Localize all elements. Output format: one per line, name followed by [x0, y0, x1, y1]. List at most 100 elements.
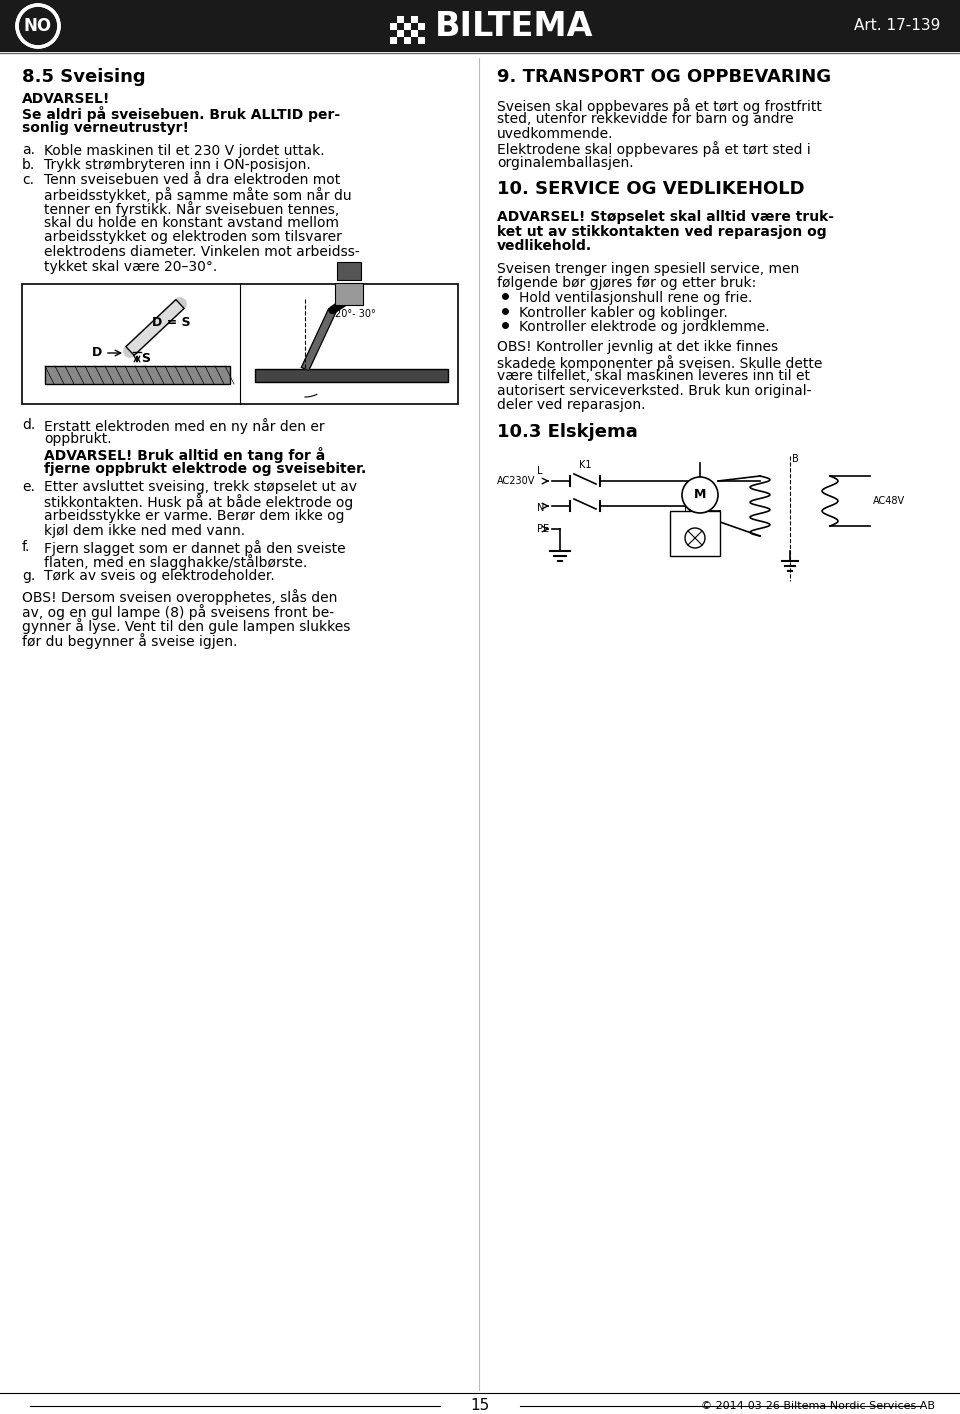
Text: sted, utenfor rekkevidde for barn og andre: sted, utenfor rekkevidde for barn og and… — [497, 113, 794, 126]
Text: vedlikehold.: vedlikehold. — [497, 239, 592, 253]
Text: NO: NO — [24, 17, 52, 35]
Text: Kontroller elektrode og jordklemme.: Kontroller elektrode og jordklemme. — [519, 320, 770, 334]
Bar — [411, 16, 418, 23]
Bar — [670, 510, 720, 556]
Bar — [411, 30, 418, 37]
Circle shape — [685, 527, 705, 549]
Text: ADVARSEL! Støpselet skal alltid være truk-: ADVARSEL! Støpselet skal alltid være tru… — [497, 211, 834, 225]
Text: f.: f. — [22, 540, 31, 554]
Text: ADVARSEL!: ADVARSEL! — [22, 92, 110, 106]
Text: gynner å lyse. Vent til den gule lampen slukkes: gynner å lyse. Vent til den gule lampen … — [22, 618, 350, 635]
Text: B: B — [792, 454, 799, 464]
Text: tykket skal være 20–30°.: tykket skal være 20–30°. — [44, 260, 217, 273]
Text: d.: d. — [22, 419, 36, 433]
Bar — [418, 16, 425, 23]
Bar — [397, 30, 404, 37]
Text: L: L — [537, 467, 542, 477]
Text: e.: e. — [22, 479, 35, 493]
Text: Sveisen skal oppbevares på et tørt og frostfritt: Sveisen skal oppbevares på et tørt og fr… — [497, 98, 822, 115]
Text: D = S: D = S — [152, 315, 191, 328]
Text: Erstatt elektroden med en ny når den er: Erstatt elektroden med en ny når den er — [44, 419, 324, 434]
Text: flaten, med en slagghakke/stålbørste.: flaten, med en slagghakke/stålbørste. — [44, 554, 307, 570]
Text: deler ved reparasjon.: deler ved reparasjon. — [497, 399, 645, 413]
Text: K1: K1 — [579, 460, 591, 469]
Text: Etter avsluttet sveising, trekk støpselet ut av: Etter avsluttet sveising, trekk støpsele… — [44, 479, 357, 493]
Bar — [418, 37, 425, 44]
Text: orginalemballasjen.: orginalemballasjen. — [497, 156, 634, 170]
Text: kjøl dem ikke ned med vann.: kjøl dem ikke ned med vann. — [44, 523, 245, 537]
Text: Kontroller kabler og koblinger.: Kontroller kabler og koblinger. — [519, 305, 728, 320]
Text: AC230V: AC230V — [497, 477, 536, 486]
Text: K2: K2 — [684, 503, 696, 513]
Bar — [404, 37, 411, 44]
Bar — [255, 369, 448, 382]
Text: 8.5 Sveising: 8.5 Sveising — [22, 68, 146, 86]
Bar — [390, 37, 397, 44]
Bar — [390, 30, 397, 37]
Text: 10. SERVICE OG VEDLIKEHOLD: 10. SERVICE OG VEDLIKEHOLD — [497, 181, 804, 198]
Text: autorisert serviceverksted. Bruk kun original-: autorisert serviceverksted. Bruk kun ori… — [497, 385, 811, 397]
Bar — [0, 0, 960, 52]
Bar — [404, 30, 411, 37]
Bar — [335, 283, 363, 305]
Text: Tørk av sveis og elektrodeholder.: Tørk av sveis og elektrodeholder. — [44, 568, 275, 583]
Text: AC48V: AC48V — [873, 496, 905, 506]
Text: av, og en gul lampe (8) på sveisens front be-: av, og en gul lampe (8) på sveisens fron… — [22, 604, 334, 619]
Text: elektrodens diameter. Vinkelen mot arbeidss-: elektrodens diameter. Vinkelen mot arbei… — [44, 245, 360, 259]
Text: stikkontakten. Husk på at både elektrode og: stikkontakten. Husk på at både elektrode… — [44, 495, 353, 510]
Text: OBS! Dersom sveisen overopphetes, slås den: OBS! Dersom sveisen overopphetes, slås d… — [22, 590, 337, 605]
Text: BILTEMA: BILTEMA — [435, 10, 593, 42]
Text: skal du holde en konstant avstand mellom: skal du holde en konstant avstand mellom — [44, 216, 339, 230]
Bar — [337, 262, 361, 280]
Text: være tilfellet, skal maskinen leveres inn til et: være tilfellet, skal maskinen leveres in… — [497, 369, 810, 383]
Text: a.: a. — [22, 143, 35, 157]
Text: b.: b. — [22, 158, 36, 173]
Bar — [397, 37, 404, 44]
Text: ADVARSEL! Bruk alltid en tang for å: ADVARSEL! Bruk alltid en tang for å — [44, 447, 325, 462]
Bar — [397, 16, 404, 23]
Text: Art. 17-139: Art. 17-139 — [853, 18, 940, 34]
Bar — [390, 16, 397, 23]
Text: sonlig verneutrustyr!: sonlig verneutrustyr! — [22, 122, 189, 134]
Text: 9. TRANSPORT OG OPPBEVARING: 9. TRANSPORT OG OPPBEVARING — [497, 68, 831, 86]
Text: skadede komponenter på sveisen. Skulle dette: skadede komponenter på sveisen. Skulle d… — [497, 355, 823, 370]
Text: Se aldri på sveisebuen. Bruk ALLTID per-: Se aldri på sveisebuen. Bruk ALLTID per- — [22, 106, 340, 123]
Text: Trykk strømbryteren inn i ON-posisjon.: Trykk strømbryteren inn i ON-posisjon. — [44, 158, 311, 173]
Text: D: D — [92, 346, 102, 359]
Bar — [404, 23, 411, 30]
Bar — [45, 366, 230, 385]
Text: PE: PE — [537, 525, 549, 534]
Text: ket ut av stikkontakten ved reparasjon og: ket ut av stikkontakten ved reparasjon o… — [497, 225, 827, 239]
Text: g.: g. — [22, 568, 36, 583]
Text: c.: c. — [22, 173, 34, 187]
Polygon shape — [126, 300, 184, 355]
Text: Hold ventilasjonshull rene og frie.: Hold ventilasjonshull rene og frie. — [519, 291, 753, 305]
Text: Koble maskinen til et 230 V jordet uttak.: Koble maskinen til et 230 V jordet uttak… — [44, 143, 324, 157]
Bar — [404, 16, 411, 23]
Text: OBS! Kontroller jevnlig at det ikke finnes: OBS! Kontroller jevnlig at det ikke finn… — [497, 341, 779, 355]
Text: tenner en fyrstikk. Når sveisebuen tennes,: tenner en fyrstikk. Når sveisebuen tenne… — [44, 202, 339, 218]
Text: før du begynner å sveise igjen.: før du begynner å sveise igjen. — [22, 633, 237, 649]
Text: Elektrodene skal oppbevares på et tørt sted i: Elektrodene skal oppbevares på et tørt s… — [497, 141, 811, 157]
Text: Fjern slagget som er dannet på den sveiste: Fjern slagget som er dannet på den sveis… — [44, 540, 346, 556]
Text: © 2014-03-26 Biltema Nordic Services AB: © 2014-03-26 Biltema Nordic Services AB — [701, 1401, 935, 1411]
Text: fjerne oppbrukt elektrode og sveisebiter.: fjerne oppbrukt elektrode og sveisebiter… — [44, 461, 367, 475]
Bar — [418, 23, 425, 30]
Circle shape — [17, 6, 59, 47]
Text: oppbrukt.: oppbrukt. — [44, 433, 111, 447]
Text: 10.3 Elskjema: 10.3 Elskjema — [497, 423, 637, 441]
Text: Tenn sveisebuen ved å dra elektroden mot: Tenn sveisebuen ved å dra elektroden mot — [44, 173, 340, 187]
Text: S: S — [141, 352, 150, 365]
Bar — [22, 284, 458, 404]
Text: Sveisen trenger ingen spesiell service, men: Sveisen trenger ingen spesiell service, … — [497, 262, 800, 276]
Text: følgende bør gjøres før og etter bruk:: følgende bør gjøres før og etter bruk: — [497, 277, 756, 290]
Bar — [390, 23, 397, 30]
Text: M: M — [694, 488, 707, 502]
Text: arbeidsstykket, på samme måte som når du: arbeidsstykket, på samme måte som når du — [44, 187, 351, 204]
Text: 15: 15 — [470, 1398, 490, 1414]
Text: N: N — [537, 503, 544, 513]
Bar — [411, 37, 418, 44]
Text: arbeidsstykket og elektroden som tilsvarer: arbeidsstykket og elektroden som tilsvar… — [44, 230, 342, 245]
Text: arbeidsstykke er varme. Berør dem ikke og: arbeidsstykke er varme. Berør dem ikke o… — [44, 509, 345, 523]
Bar — [397, 23, 404, 30]
